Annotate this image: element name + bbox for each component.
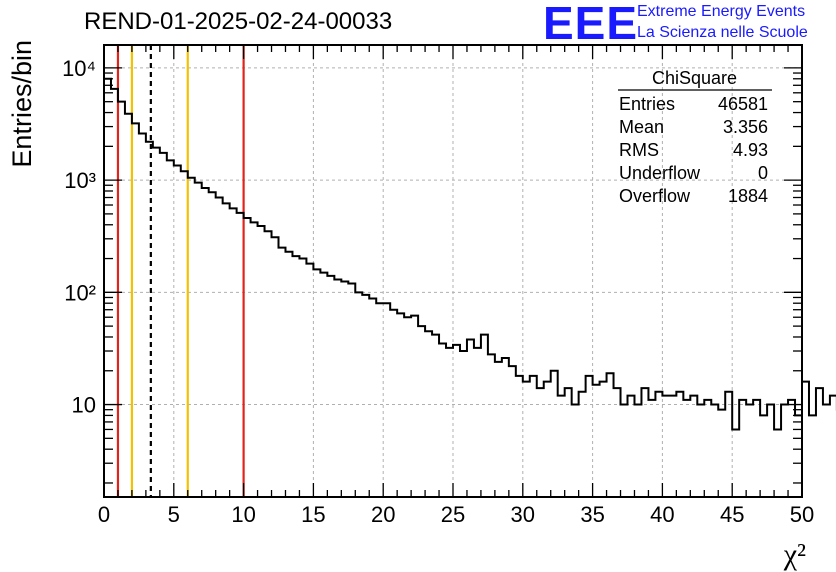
logo-subtitle-2: La Scienza nelle Scuole: [637, 24, 808, 41]
x-tick-label: 50: [790, 502, 814, 527]
stats-box: ChiSquare Entries 46581 Mean 3.356 RMS 4.93 Und…: [618, 68, 772, 206]
x-tick-label: 10: [231, 502, 255, 527]
x-tick-labels: 0 5 10 15 20 25 30 35 40 45 50: [98, 502, 814, 527]
y-tick-label: 10: [72, 393, 96, 418]
stats-row-label: RMS: [619, 140, 659, 160]
stats-row-value: 1884: [728, 186, 768, 206]
x-tick-label: 20: [371, 502, 395, 527]
stats-row-value: 4.93: [733, 140, 768, 160]
grid: [104, 45, 802, 497]
logo-subtitle-1: Extreme Energy Events: [637, 3, 806, 20]
stats-row-label: Mean: [619, 117, 664, 137]
x-tick-label: 5: [168, 502, 180, 527]
stats-row-label: Entries: [619, 94, 675, 114]
y-axis-title: Entries/bin: [7, 40, 37, 168]
x-tick-label: 25: [441, 502, 465, 527]
stats-title: ChiSquare: [652, 68, 737, 88]
threshold-lines: [116, 45, 245, 497]
x-tick-label: 45: [720, 502, 744, 527]
x-axis-title: χ²: [783, 538, 806, 571]
stats-row-label: Underflow: [619, 163, 701, 183]
y-tick-labels: 10 10² 10³ 10⁴: [62, 56, 96, 418]
axis-ticks: [103, 45, 803, 497]
x-tick-label: 0: [98, 502, 110, 527]
y-tick-label: 10⁴: [62, 56, 96, 81]
stats-row-value: 46581: [718, 94, 768, 114]
stats-row-value: 0: [758, 163, 768, 183]
x-tick-label: 15: [301, 502, 325, 527]
stats-row-value: 3.356: [723, 117, 768, 137]
x-tick-label: 35: [580, 502, 604, 527]
x-tick-label: 30: [511, 502, 535, 527]
eee-logo: EEE: [543, 0, 639, 49]
y-tick-label: 10³: [64, 168, 96, 193]
chart-title: REND-01-2025-02-24-00033: [84, 8, 393, 35]
histogram-step-line: [104, 77, 836, 431]
x-tick-label: 40: [650, 502, 674, 527]
stats-row-label: Overflow: [619, 186, 691, 206]
y-tick-label: 10²: [64, 280, 96, 305]
